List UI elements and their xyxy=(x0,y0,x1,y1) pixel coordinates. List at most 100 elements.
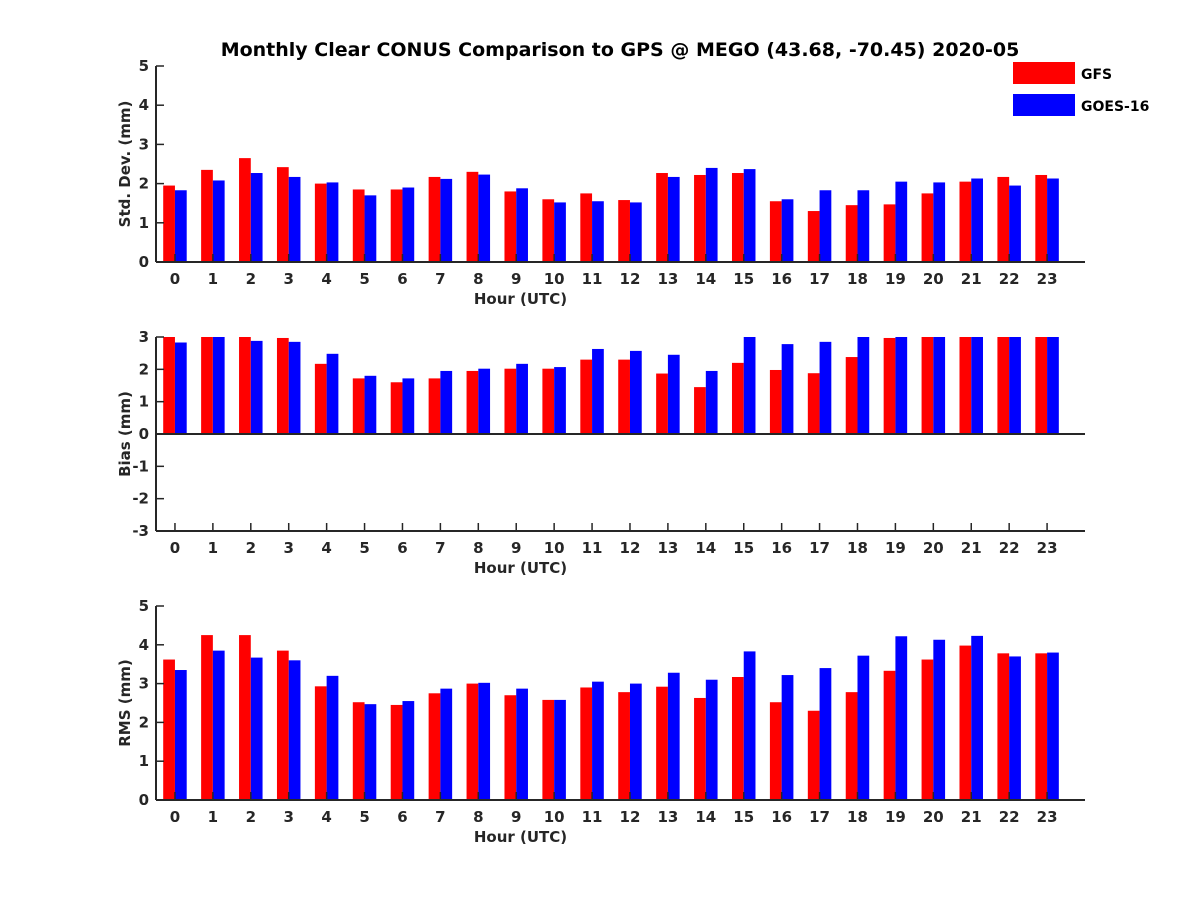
x-tick-label-bias-23: 23 xyxy=(1037,539,1058,557)
bar-stddev-gfs-20 xyxy=(921,193,934,262)
bar-bias-gfs-19 xyxy=(883,337,896,434)
bar-stddev-goes16-9 xyxy=(516,188,528,262)
y-tick-label-rms-3: 3 xyxy=(139,675,149,693)
y-tick-label-stddev-4: 4 xyxy=(139,96,149,114)
y-tick-label-bias--3: -3 xyxy=(132,522,149,540)
bar-rms-gfs-6 xyxy=(390,704,403,800)
bar-stddev-gfs-6 xyxy=(390,189,403,262)
x-tick-label-stddev-18: 18 xyxy=(847,270,868,288)
bar-stddev-goes16-12 xyxy=(629,202,642,262)
y-axis-label-stddev: Std. Dev. (mm) xyxy=(116,101,134,228)
bar-bias-gfs-16 xyxy=(769,369,782,434)
x-tick-label-bias-13: 13 xyxy=(657,539,678,557)
bar-rms-goes16-10 xyxy=(554,699,566,800)
bar-stddev-goes16-14 xyxy=(705,167,718,262)
x-tick-label-rms-19: 19 xyxy=(885,808,906,826)
x-tick-label-stddev-13: 13 xyxy=(657,270,678,288)
bar-stddev-goes16-21 xyxy=(971,178,983,262)
x-tick-label-rms-3: 3 xyxy=(283,808,293,826)
bar-rms-goes16-0 xyxy=(174,670,187,800)
bar-bias-gfs-0 xyxy=(163,337,175,434)
x-tick-label-rms-18: 18 xyxy=(847,808,868,826)
legend-swatch-goes16 xyxy=(1013,94,1075,116)
x-tick-label-stddev-19: 19 xyxy=(885,270,906,288)
bar-rms-gfs-16 xyxy=(769,702,782,800)
bar-bias-gfs-23 xyxy=(1035,337,1048,434)
x-tick-label-stddev-15: 15 xyxy=(733,270,754,288)
x-tick-label-bias-7: 7 xyxy=(435,539,445,557)
y-tick-label-bias-0: 0 xyxy=(139,425,149,443)
x-tick-label-stddev-17: 17 xyxy=(809,270,830,288)
x-tick-label-bias-4: 4 xyxy=(321,539,331,557)
bar-rms-gfs-8 xyxy=(466,683,479,800)
y-tick-label-rms-2: 2 xyxy=(139,713,149,731)
x-tick-label-rms-22: 22 xyxy=(999,808,1020,826)
bar-rms-gfs-4 xyxy=(314,686,327,800)
bar-bias-gfs-2 xyxy=(239,337,251,434)
bar-rms-gfs-7 xyxy=(428,693,441,800)
bar-rms-goes16-14 xyxy=(705,679,718,800)
x-tick-label-bias-11: 11 xyxy=(582,539,603,557)
x-tick-label-bias-12: 12 xyxy=(620,539,641,557)
x-tick-label-rms-11: 11 xyxy=(582,808,603,826)
bar-stddev-goes16-6 xyxy=(402,187,415,262)
x-tick-label-bias-17: 17 xyxy=(809,539,830,557)
x-tick-label-rms-1: 1 xyxy=(208,808,218,826)
bar-bias-gfs-14 xyxy=(694,387,706,434)
bar-bias-goes16-8 xyxy=(478,368,491,434)
bar-stddev-gfs-7 xyxy=(428,176,441,262)
x-tick-label-stddev-21: 21 xyxy=(961,270,982,288)
bar-bias-gfs-3 xyxy=(276,337,289,434)
x-tick-label-bias-19: 19 xyxy=(885,539,906,557)
x-tick-label-rms-16: 16 xyxy=(771,808,792,826)
bar-bias-gfs-10 xyxy=(542,368,555,434)
x-tick-label-stddev-20: 20 xyxy=(923,270,944,288)
bar-rms-goes16-23 xyxy=(1047,652,1059,800)
y-tick-label-bias-3: 3 xyxy=(139,328,149,346)
bar-stddev-goes16-18 xyxy=(857,190,870,262)
bar-bias-goes16-22 xyxy=(1009,337,1021,434)
x-tick-label-stddev-6: 6 xyxy=(397,270,407,288)
bar-rms-gfs-20 xyxy=(921,659,934,800)
x-tick-label-stddev-14: 14 xyxy=(695,270,716,288)
bar-rms-goes16-19 xyxy=(895,636,908,800)
bar-stddev-goes16-16 xyxy=(781,199,794,262)
x-tick-label-stddev-4: 4 xyxy=(321,270,331,288)
x-tick-label-stddev-7: 7 xyxy=(435,270,445,288)
bar-bias-gfs-5 xyxy=(352,378,365,434)
bar-bias-goes16-6 xyxy=(402,378,415,434)
y-tick-label-stddev-1: 1 xyxy=(139,214,149,232)
bar-rms-goes16-16 xyxy=(781,675,794,800)
bar-stddev-goes16-15 xyxy=(743,169,756,262)
bar-stddev-gfs-22 xyxy=(997,176,1010,262)
bar-rms-goes16-20 xyxy=(933,639,946,800)
x-tick-label-bias-8: 8 xyxy=(473,539,483,557)
bar-stddev-goes16-11 xyxy=(592,201,604,262)
chart-title: Monthly Clear CONUS Comparison to GPS @ … xyxy=(221,39,1020,61)
y-tick-label-bias--1: -1 xyxy=(132,457,149,475)
bar-rms-goes16-15 xyxy=(743,651,756,800)
legend-label-goes16: GOES-16 xyxy=(1081,99,1149,115)
bar-stddev-goes16-2 xyxy=(250,173,263,262)
bar-bias-gfs-11 xyxy=(580,359,593,434)
y-tick-label-bias-1: 1 xyxy=(139,393,149,411)
bar-bias-goes16-11 xyxy=(592,348,604,434)
bar-rms-goes16-18 xyxy=(857,655,870,800)
x-tick-label-stddev-10: 10 xyxy=(544,270,565,288)
x-tick-label-stddev-23: 23 xyxy=(1037,270,1058,288)
bar-bias-gfs-8 xyxy=(466,370,479,434)
x-tick-label-stddev-16: 16 xyxy=(771,270,792,288)
x-tick-label-stddev-8: 8 xyxy=(473,270,483,288)
bar-stddev-gfs-5 xyxy=(352,189,365,262)
x-tick-label-rms-23: 23 xyxy=(1037,808,1058,826)
bar-stddev-gfs-16 xyxy=(769,201,782,262)
bar-stddev-gfs-15 xyxy=(731,173,744,262)
x-tick-label-rms-20: 20 xyxy=(923,808,944,826)
bar-bias-goes16-21 xyxy=(971,337,983,434)
bar-rms-goes16-5 xyxy=(364,704,377,800)
bar-stddev-goes16-20 xyxy=(933,182,946,262)
bar-stddev-gfs-13 xyxy=(656,173,668,262)
bar-stddev-gfs-1 xyxy=(201,169,213,262)
bar-stddev-gfs-9 xyxy=(504,191,517,262)
